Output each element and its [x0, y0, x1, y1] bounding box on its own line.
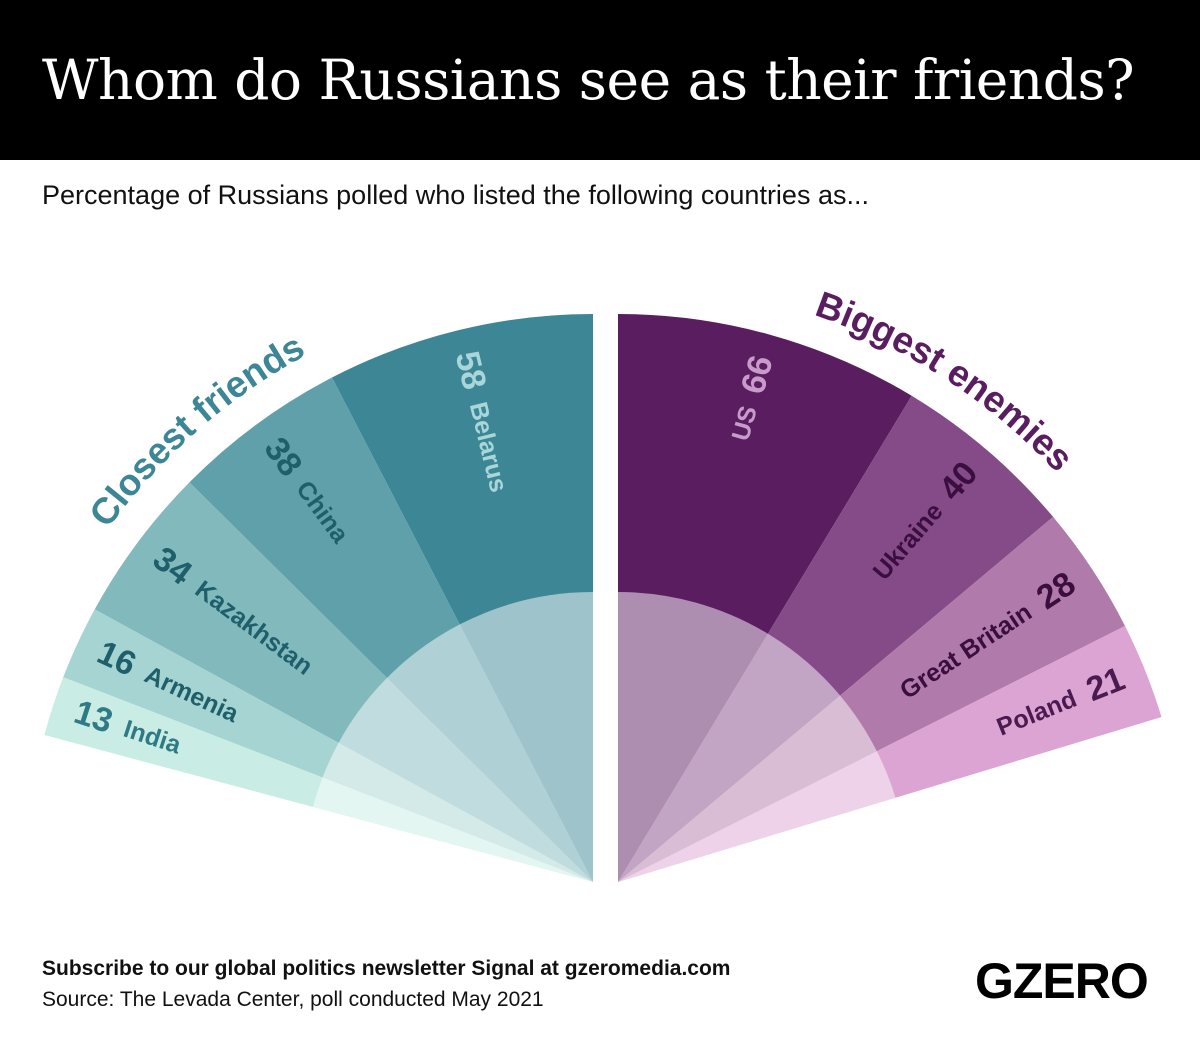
inner-overlay — [312, 777, 593, 882]
inner-overlay — [618, 633, 841, 882]
value-label: 58 — [448, 347, 494, 393]
inner-overlay — [338, 677, 593, 882]
inner-overlay — [618, 695, 877, 882]
source-note: Source: The Levada Center, poll conducte… — [42, 988, 544, 1011]
inner-overlay — [322, 742, 593, 882]
subscribe-note: Subscribe to our global politics newslet… — [42, 957, 731, 980]
inner-overlay — [618, 751, 896, 882]
inner-overlay — [618, 592, 768, 882]
inner-overlay — [459, 592, 593, 882]
page-title: Whom do Russians see as their friends? — [42, 48, 1135, 112]
header-bar: Whom do Russians see as their friends? — [0, 0, 1200, 160]
inner-overlay — [386, 624, 593, 882]
gzero-logo: GZERO — [975, 953, 1149, 1009]
subtitle: Percentage of Russians polled who listed… — [42, 180, 869, 210]
